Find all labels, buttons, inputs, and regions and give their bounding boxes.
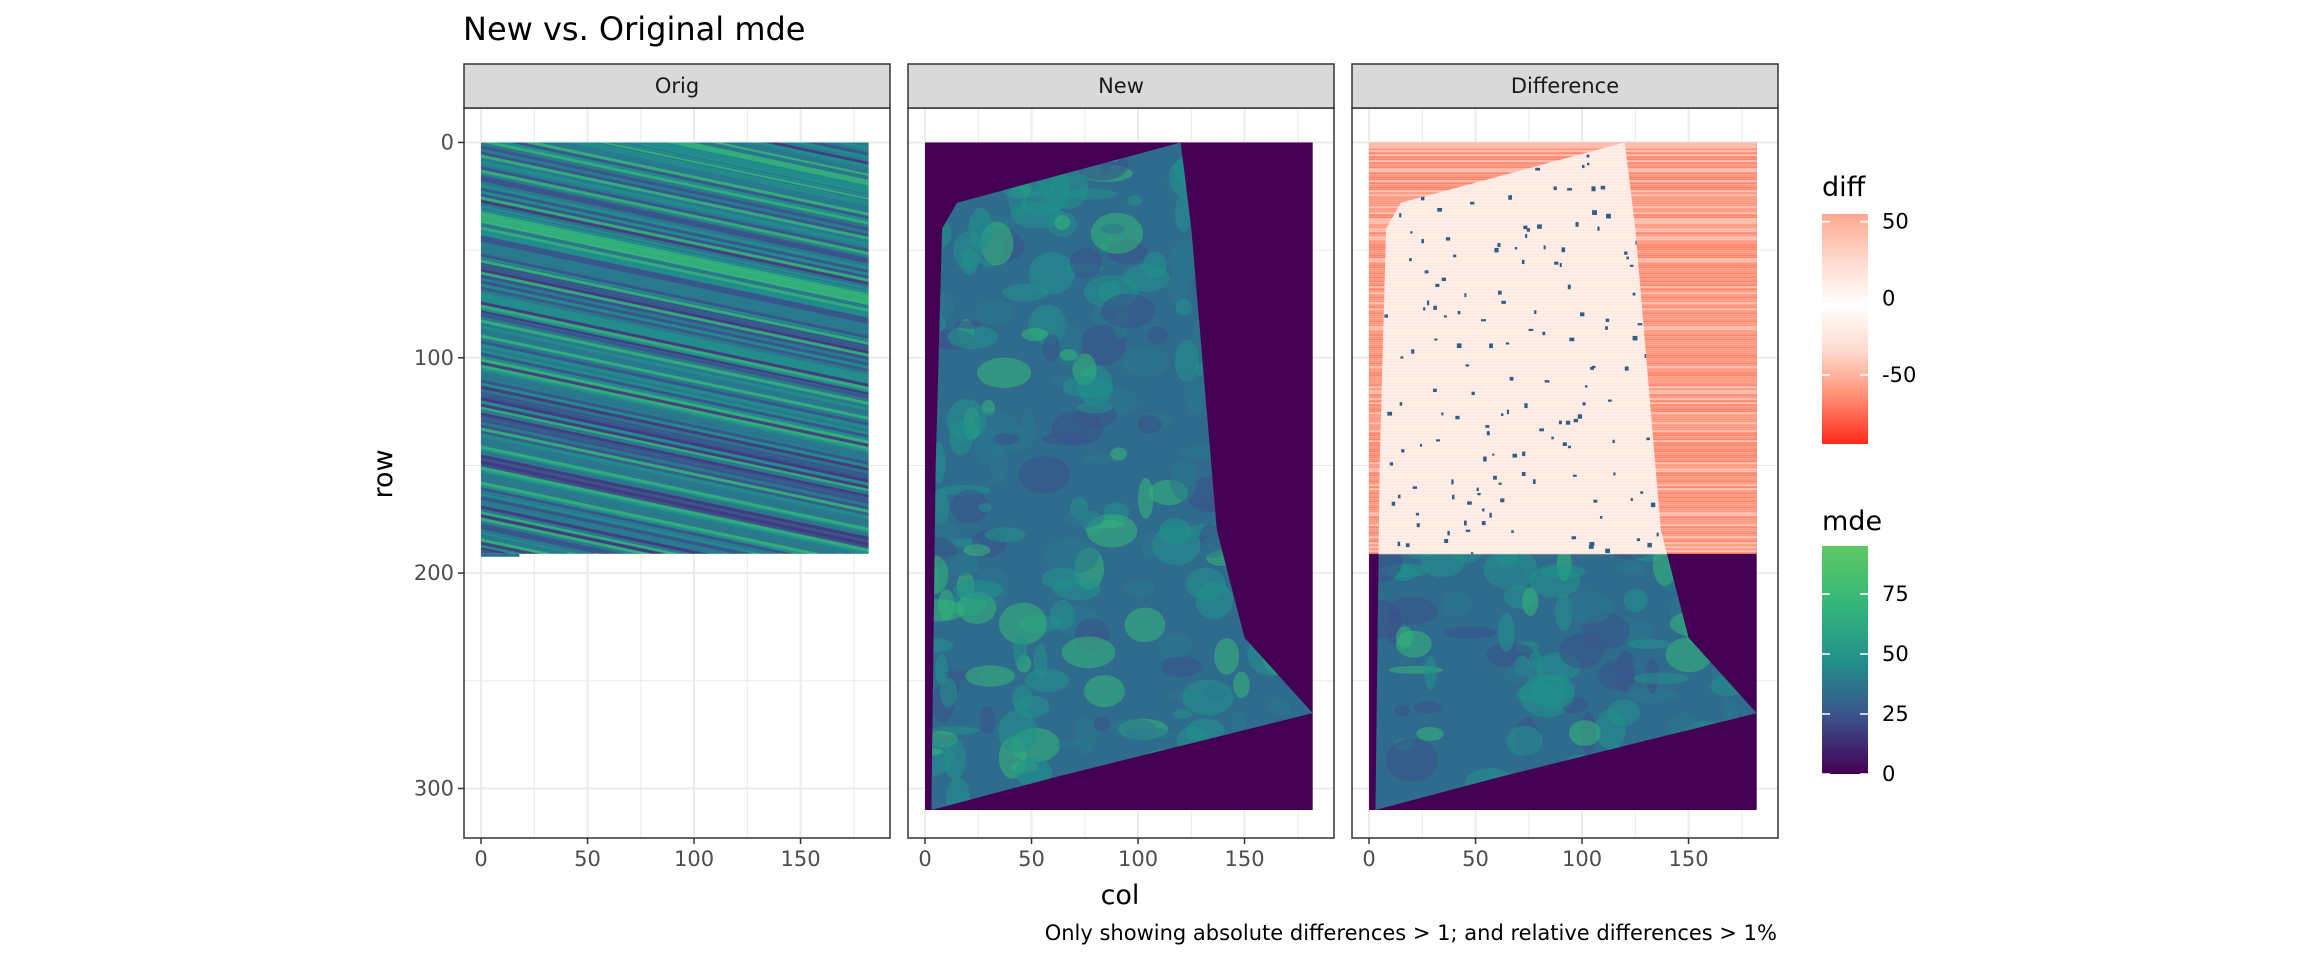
x-tick-label: 50 <box>574 847 601 871</box>
chart-caption: Only showing absolute differences > 1; a… <box>1045 921 1777 945</box>
x-tick-label: 50 <box>1462 847 1489 871</box>
facet-strip-label: Orig <box>655 74 699 98</box>
legends: diff 50 0 -50 mde 75 50 25 0 <box>1822 172 1916 786</box>
legend-label: 50 <box>1882 642 1909 666</box>
y-tick-label: 200 <box>414 561 454 585</box>
y-tick-label: 0 <box>441 130 454 154</box>
legend-label: 25 <box>1882 702 1909 726</box>
legend-label: 0 <box>1882 286 1895 310</box>
x-tick-label: 100 <box>1562 847 1602 871</box>
y-axis-title: row <box>368 449 399 498</box>
x-tick-label: 100 <box>674 847 714 871</box>
y-tick-label: 300 <box>414 776 454 800</box>
legend-label: 50 <box>1882 210 1909 234</box>
facet-panel-orig: Orig 0 50 100 150 <box>463 63 891 871</box>
x-tick-label: 0 <box>1362 847 1375 871</box>
facet-panels: Orig 0 50 100 150 New 0 50 100 150 Difference 0 50 10… <box>414 63 1779 871</box>
x-tick-label: 50 <box>1018 847 1045 871</box>
legend-colorbar <box>1822 546 1868 774</box>
x-axis-title: col <box>1101 880 1140 911</box>
facet-panel-new: New 0 50 100 150 <box>907 63 1335 871</box>
legend-colorbar <box>1822 214 1868 444</box>
x-tick-label: 0 <box>474 847 487 871</box>
facet-strip <box>1351 63 1779 109</box>
facet-strip <box>463 63 891 109</box>
x-tick-label: 100 <box>1118 847 1158 871</box>
y-axis: 0 100 200 300 <box>414 130 464 800</box>
difference-heatmap <box>1369 142 1757 811</box>
facet-strip <box>907 63 1335 109</box>
facet-panel-difference: Difference 0 50 100 150 <box>1351 63 1779 871</box>
chart-title: New vs. Original mde <box>463 10 805 48</box>
x-tick-label: 0 <box>918 847 931 871</box>
difference-overlay <box>1369 142 1757 556</box>
legend-title: diff <box>1822 172 1867 203</box>
legend-mde: mde 75 50 25 0 <box>1822 506 1909 786</box>
new-heatmap <box>925 142 1313 811</box>
legend-label: -50 <box>1882 363 1916 387</box>
x-tick-label: 150 <box>780 847 820 871</box>
facet-strip-label: New <box>1098 74 1144 98</box>
x-tick-label: 150 <box>1224 847 1264 871</box>
y-tick-label: 100 <box>414 346 454 370</box>
facet-strip-label: Difference <box>1511 74 1619 98</box>
legend-label: 0 <box>1882 762 1895 786</box>
legend-title: mde <box>1822 506 1882 537</box>
x-tick-label: 150 <box>1668 847 1708 871</box>
legend-label: 75 <box>1882 582 1909 606</box>
legend-diff: diff 50 0 -50 <box>1822 172 1916 444</box>
orig-heatmap <box>481 142 869 554</box>
